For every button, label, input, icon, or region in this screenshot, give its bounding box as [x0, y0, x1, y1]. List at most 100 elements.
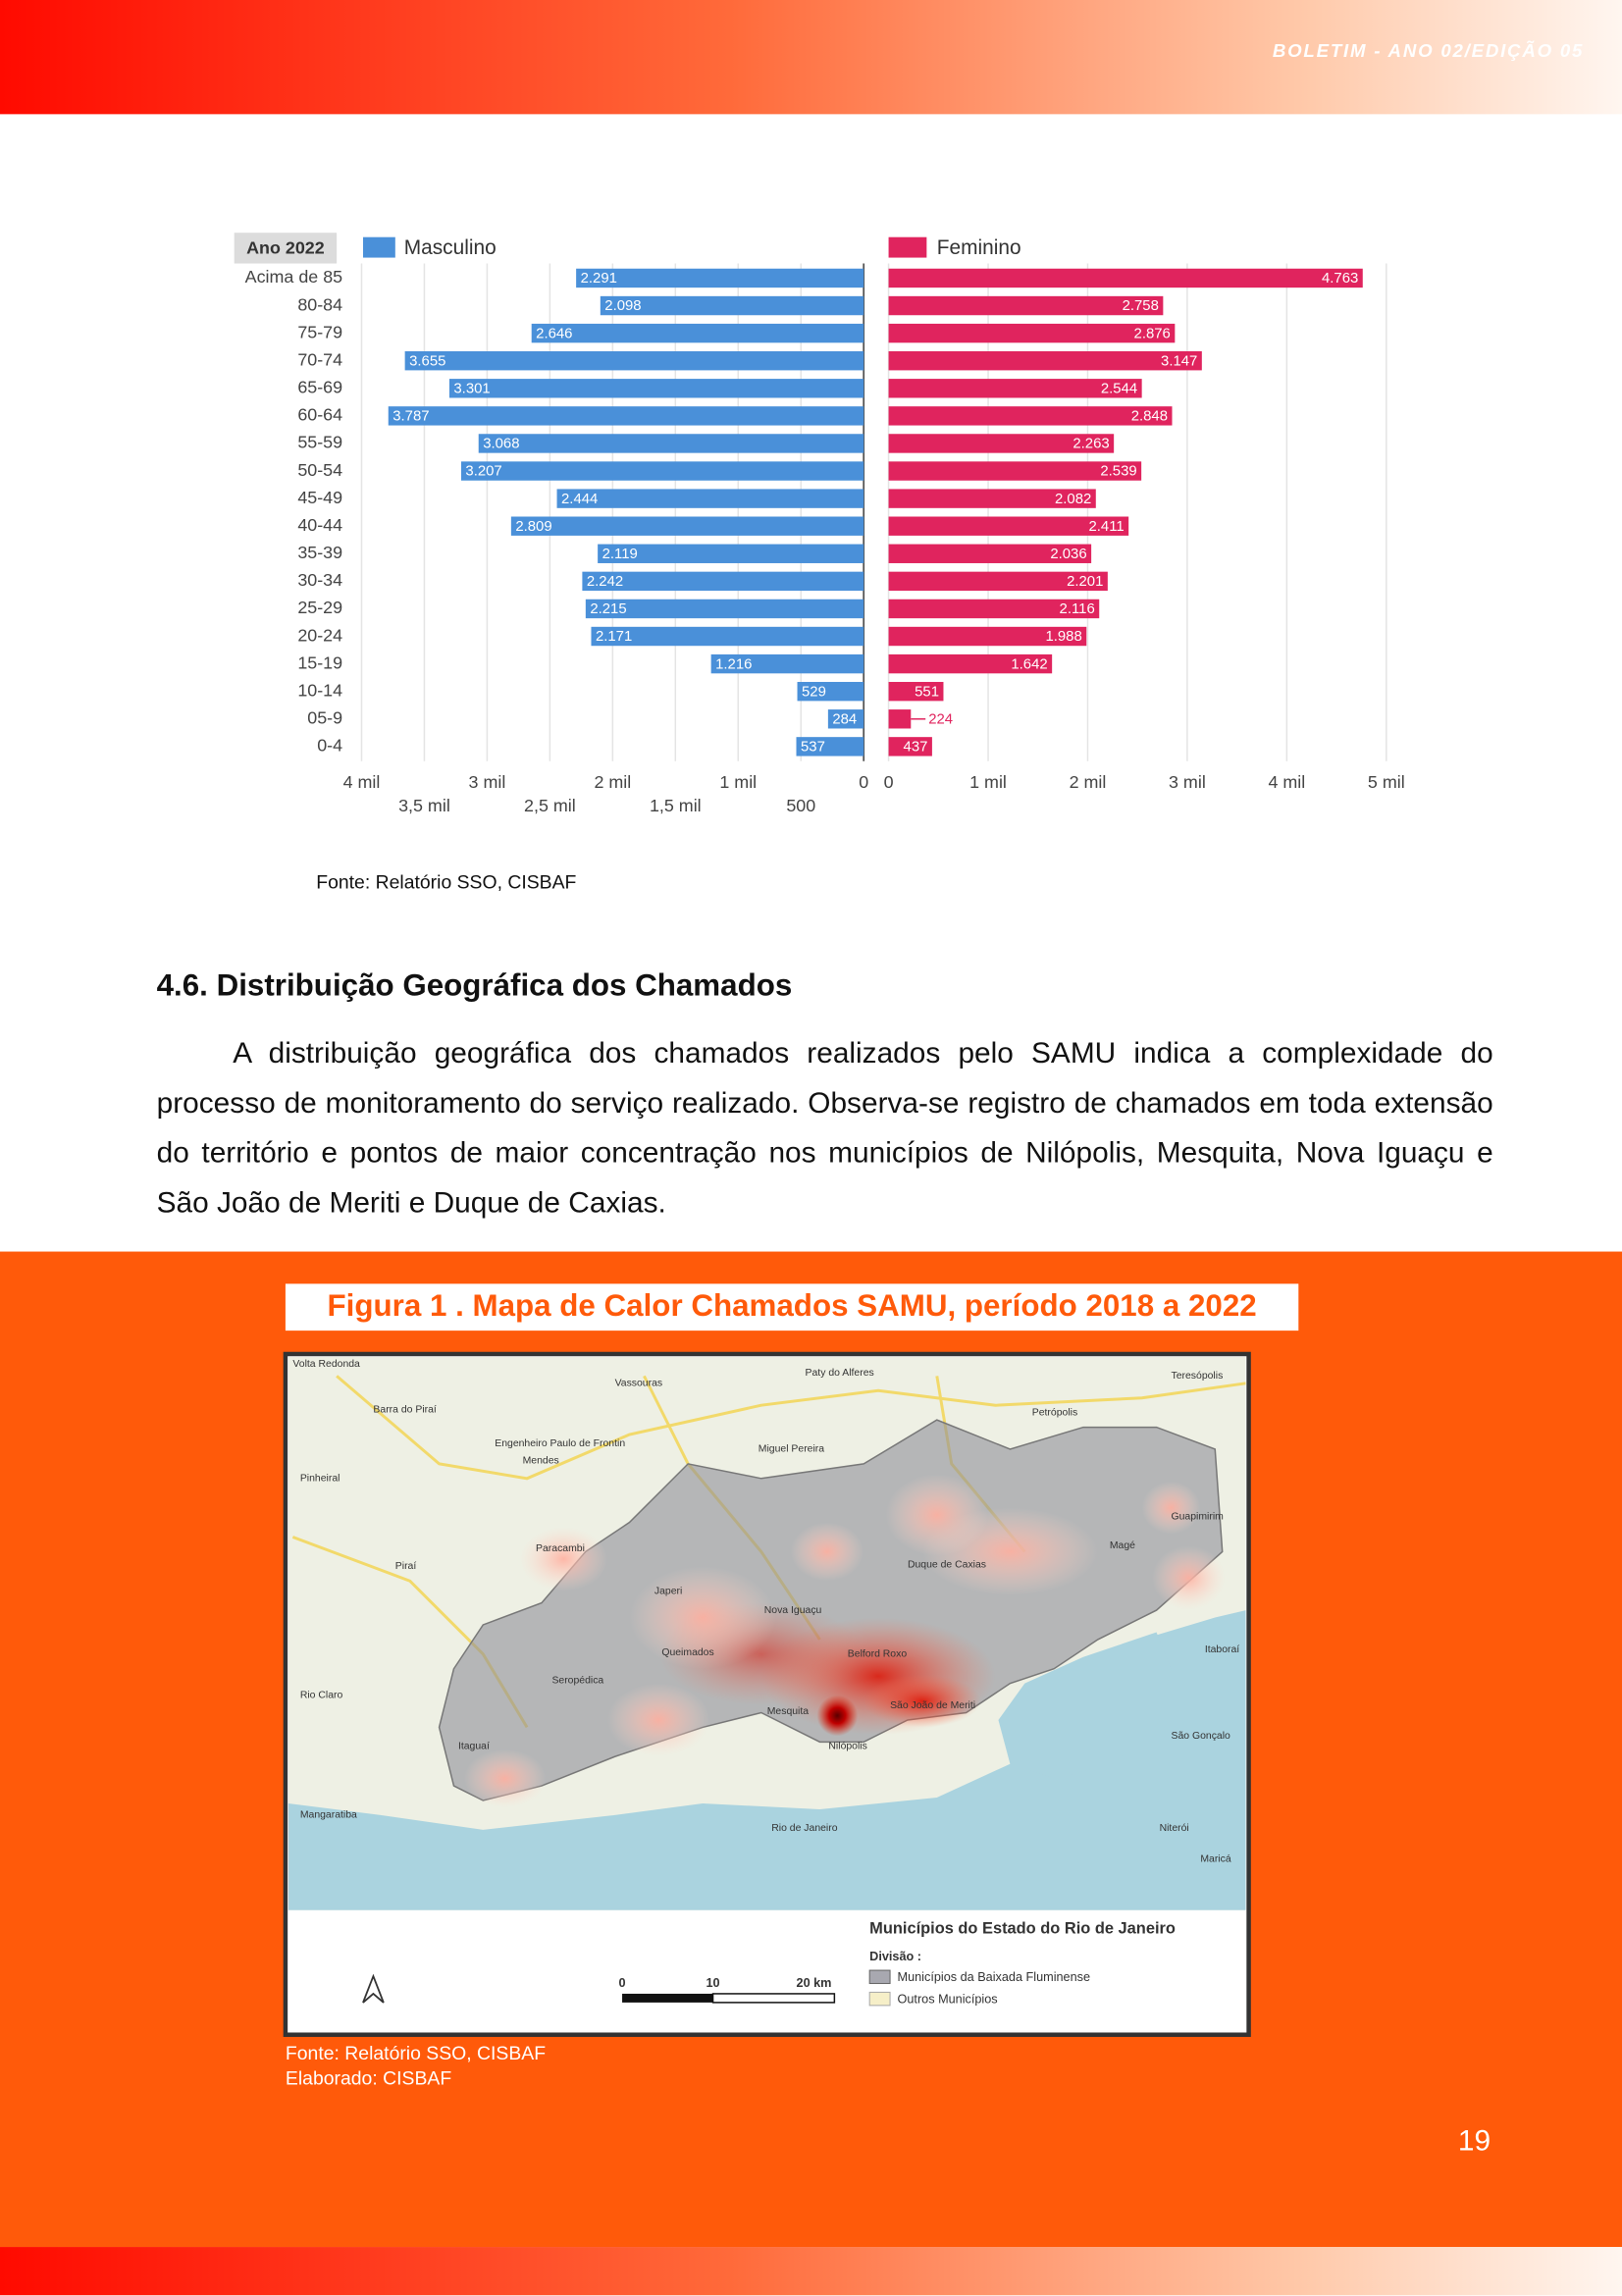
map-legend-item: Municípios da Baixada Fluminense: [898, 1970, 1091, 1984]
value-label: 2.758: [1123, 298, 1159, 314]
value-label: 2.539: [1100, 464, 1136, 480]
x-tick-label: 500: [786, 796, 815, 815]
x2-tick-label: 3 mil: [1169, 772, 1206, 792]
bar: [591, 626, 864, 647]
bar: [888, 434, 1115, 453]
map-label: Seropédica: [551, 1675, 603, 1686]
value-label: 2.119: [602, 547, 638, 562]
legend-swatch: [868, 1991, 891, 2007]
category-label: 05-9: [307, 708, 342, 728]
value-label: 3.301: [453, 381, 490, 396]
heat-spot: [790, 1522, 864, 1582]
map-legend-area: [288, 1909, 1246, 2032]
map-label: Maricá: [1200, 1853, 1231, 1864]
category-label: 35-39: [297, 543, 342, 562]
map-label: Magé: [1110, 1540, 1135, 1551]
map-label: Itaguaí: [458, 1742, 490, 1752]
category-label: 75-79: [297, 322, 342, 341]
value-label: 437: [904, 740, 928, 756]
map-label: Miguel Pereira: [759, 1444, 824, 1455]
category-label: 25-29: [297, 598, 342, 617]
bar: [888, 709, 912, 729]
bar: [888, 571, 1108, 592]
value-label: 3.147: [1161, 353, 1197, 369]
map-label: São Gonçalo: [1172, 1731, 1231, 1742]
bar: [478, 434, 864, 453]
bar: [888, 351, 1202, 371]
x-tick-label: 2,5 mil: [524, 796, 576, 815]
bar: [598, 544, 864, 563]
map-bay: [998, 1632, 1172, 1779]
map-label: Piraí: [395, 1561, 417, 1572]
legend-swatch: [888, 236, 927, 258]
x-tick-label: 1,5 mil: [650, 796, 702, 815]
map-label: Paracambi: [536, 1543, 585, 1554]
bar: [796, 737, 864, 757]
bar: [888, 489, 1096, 508]
category-label: 45-49: [297, 488, 342, 507]
category-label: 40-44: [297, 515, 342, 535]
scale-label: 20 km: [797, 1976, 832, 1990]
bar: [888, 737, 932, 757]
bar: [576, 268, 864, 288]
category-label: 30-34: [297, 570, 342, 590]
heat-spot: [629, 1566, 776, 1669]
bar: [710, 653, 864, 674]
heat-spot: [863, 1674, 981, 1728]
value-label: 2.242: [587, 574, 623, 590]
map-legend-division: Divisão :: [869, 1950, 921, 1963]
value-label: 3.787: [392, 409, 429, 425]
bar: [888, 461, 1142, 481]
value-label: 2.171: [596, 629, 632, 645]
x-tick-label: 2 mil: [594, 772, 631, 792]
map-legend-title: Municípios do Estado do Rio de Janeiro: [869, 1920, 1176, 1938]
heat-core: [816, 1695, 859, 1737]
x-tick-label: 1 mil: [719, 772, 757, 792]
category-label: 15-19: [297, 652, 342, 672]
category-label: 55-59: [297, 433, 342, 452]
map-label: Volta Redonda: [292, 1359, 360, 1370]
x2-tick-label: 1 mil: [969, 772, 1007, 792]
value-label: 2.809: [515, 519, 551, 535]
scale-label: 10: [706, 1976, 719, 1990]
category-label: 60-64: [297, 405, 342, 425]
value-label: 2.215: [590, 601, 626, 617]
bar: [888, 681, 944, 702]
value-label: 537: [801, 740, 825, 756]
value-label: 2.646: [536, 326, 572, 341]
x2-tick-label: 0: [884, 772, 894, 792]
value-label: 2.036: [1050, 547, 1086, 562]
value-label: 2.263: [1073, 437, 1109, 452]
figure-title: Figura 1 . Mapa de Calor Chamados SAMU, …: [285, 1283, 1299, 1331]
scale-bar: [622, 1993, 713, 2003]
map-label: Vassouras: [615, 1379, 663, 1389]
category-label: 0-4: [317, 736, 342, 756]
value-label: 551: [915, 684, 939, 700]
map-label: Mendes: [523, 1456, 559, 1467]
chart-source: Fonte: Relatório SSO, CISBAF: [316, 870, 577, 894]
legend-label: Masculino: [404, 236, 497, 259]
category-label: 10-14: [297, 680, 342, 700]
x2-tick-label: 5 mil: [1368, 772, 1405, 792]
x-tick-label: 0: [859, 772, 868, 792]
bar: [888, 323, 1176, 343]
header-title: BOLETIM - ANO 02/EDIÇÃO 05: [1272, 40, 1585, 62]
section-paragraph: A distribuição geográfica dos chamados r…: [156, 1037, 1493, 1220]
bar: [460, 461, 864, 481]
value-label: 2.848: [1131, 409, 1168, 425]
map-label: Teresópolis: [1172, 1371, 1224, 1382]
map-label: Queimados: [661, 1647, 713, 1658]
figure-source: Fonte: Relatório SSO, CISBAF: [285, 2042, 547, 2064]
bar: [888, 516, 1129, 536]
map-label: Rio Claro: [300, 1690, 343, 1700]
bar: [585, 599, 864, 619]
value-label: 2.444: [561, 492, 598, 507]
bar: [388, 406, 864, 426]
value-label: 2.411: [1088, 519, 1124, 535]
map-label: Belford Roxo: [848, 1649, 908, 1660]
map-label: Japeri: [654, 1586, 682, 1596]
map-legend-item: Outros Municípios: [898, 1992, 998, 2006]
value-label: 2.098: [604, 298, 641, 314]
